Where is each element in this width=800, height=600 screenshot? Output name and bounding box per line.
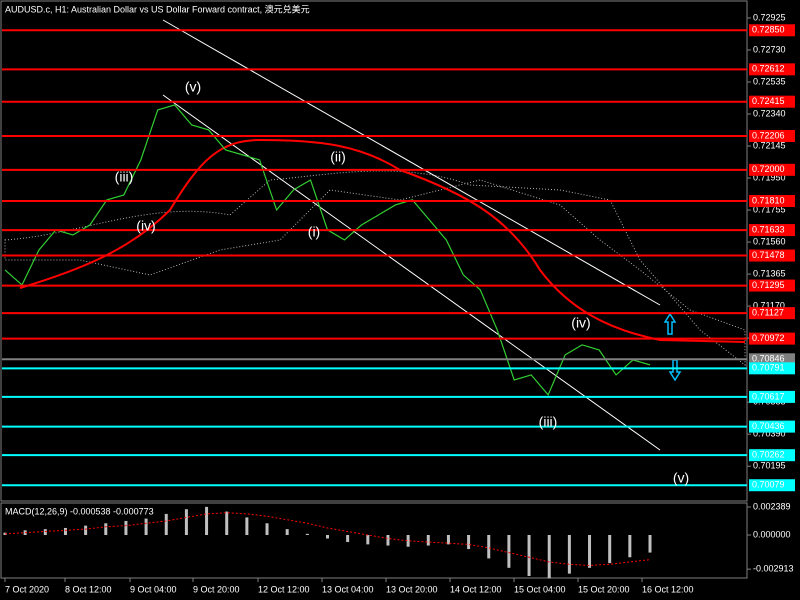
y-tick-label: 0.70195 (753, 461, 786, 471)
y-tick-label: 0.71170 (753, 300, 785, 310)
y-tick-label: 0.72730 (753, 44, 786, 54)
level-label: 0.70436 (752, 421, 785, 431)
level-label: 0.70079 (752, 480, 785, 490)
level-tag (749, 362, 795, 375)
y-tick-label: -0.002913 (753, 564, 794, 574)
level-label: 0.70262 (752, 450, 785, 460)
level-tag (749, 307, 795, 320)
level-tag (749, 449, 795, 462)
channel-line (162, 94, 661, 451)
level-label: 0.71127 (752, 308, 784, 318)
x-tick-label: 15 Oct 20:00 (578, 584, 630, 594)
level-label: 0.72000 (752, 164, 785, 174)
x-tick-label: 9 Oct 04:00 (130, 584, 177, 594)
channel-line (162, 19, 661, 306)
moving-average (19, 138, 746, 343)
x-tick-label: 13 Oct 20:00 (386, 584, 438, 594)
x-tick-label: 8 Oct 12:00 (65, 584, 112, 594)
x-tick-label: 14 Oct 12:00 (450, 584, 502, 594)
y-tick-label: 0.72925 (753, 12, 786, 22)
level-label: 0.70791 (752, 363, 785, 373)
channel (162, 19, 661, 451)
signal-line (4, 512, 651, 566)
level-tag (749, 24, 795, 37)
level-tag (749, 390, 795, 403)
level-label: 0.71633 (752, 224, 785, 234)
arrow-up (663, 312, 677, 335)
level-tag (749, 279, 795, 292)
y-tick-label: 0.71365 (753, 268, 786, 278)
level-label: 0.72850 (752, 25, 785, 35)
wave-label: (iii) (115, 169, 134, 185)
macd-pane (0, 502, 748, 579)
y-tick-label: 0.72535 (753, 76, 786, 86)
level-label: 0.70846 (752, 354, 785, 364)
level-tag (749, 63, 795, 76)
y-tick-label: 0.71560 (753, 236, 786, 246)
level-tag (749, 420, 795, 433)
x-tick-label: 9 Oct 20:00 (193, 584, 240, 594)
x-tick-label: 13 Oct 04:00 (322, 584, 374, 594)
y-tick-label: 0.71755 (753, 204, 786, 214)
x-tick-label: 16 Oct 12:00 (642, 584, 694, 594)
level-tag (749, 224, 795, 237)
ichimoku-cloud (4, 170, 746, 367)
level-tag (749, 332, 795, 345)
y-tick-label: 0.72145 (753, 140, 786, 150)
level-tag (749, 479, 795, 492)
level-tag (749, 195, 795, 208)
x-tick-label: 7 Oct 2020 (5, 584, 49, 594)
level-tag (749, 95, 795, 108)
level-tag (749, 249, 795, 262)
wave-label: (iv) (571, 315, 590, 331)
chart-title: AUDUSD.c, H1: Australian Dollar vs US Do… (5, 3, 310, 14)
level-label: 0.72206 (752, 130, 785, 140)
level-label: 0.71478 (752, 250, 785, 260)
level-label: 0.70972 (752, 333, 785, 343)
level-label: 0.71810 (752, 195, 785, 205)
level-label: 0.70617 (752, 391, 785, 401)
wave-label: (iv) (136, 218, 155, 234)
wave-label: (i) (308, 224, 320, 240)
level-label: 0.72415 (752, 96, 785, 106)
macd-title: MACD(12,26,9) -0.000538 -0.000773 (5, 506, 154, 516)
wave-label: (v) (185, 79, 201, 95)
wave-label: (v) (673, 470, 689, 486)
wave-label: (iii) (539, 414, 558, 430)
level-label: 0.71295 (752, 280, 785, 290)
price-pane (0, 0, 748, 502)
y-tick-label: 0.70390 (753, 429, 786, 439)
x-tick-label: 15 Oct 04:00 (514, 584, 566, 594)
y-tick-label: 0.71950 (753, 172, 786, 182)
x-tick-label: 12 Oct 12:00 (258, 584, 310, 594)
level-tag (749, 353, 795, 366)
y-tick-label: 0.000000 (753, 529, 791, 539)
wave-label: (ii) (330, 149, 346, 165)
level-label: 0.72612 (752, 64, 785, 74)
y-tick-label: 0.002389 (753, 501, 791, 511)
level-tag (749, 130, 795, 143)
y-tick-label: 0.72340 (753, 108, 786, 118)
level-tag (749, 163, 795, 176)
